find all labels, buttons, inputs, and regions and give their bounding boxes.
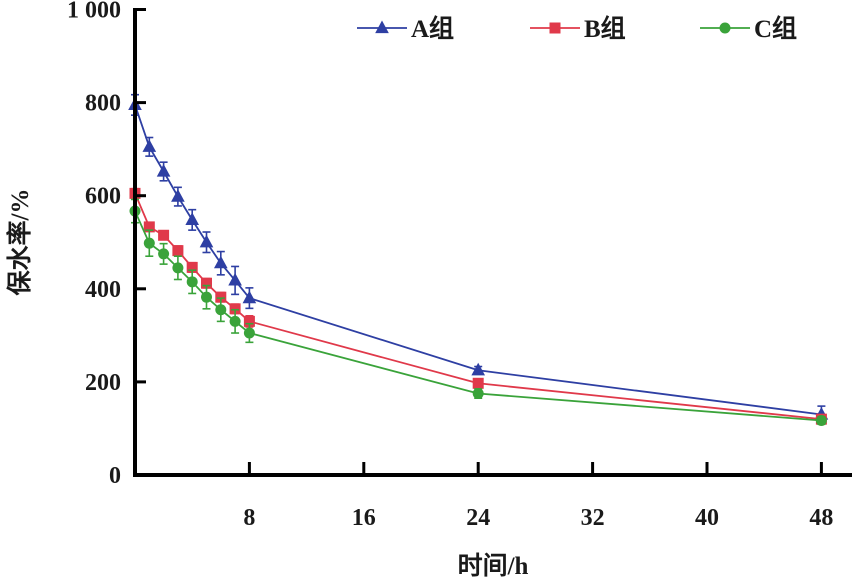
data-point [549, 22, 561, 34]
data-point [143, 237, 155, 249]
data-point [228, 272, 242, 286]
data-point [719, 22, 731, 34]
data-point [375, 20, 389, 34]
series-layer [128, 93, 829, 427]
series-triangle [128, 93, 829, 424]
data-point [472, 377, 484, 389]
data-point [156, 163, 171, 177]
data-point [815, 415, 827, 427]
y-tick-label: 1 000 [67, 0, 121, 24]
data-point [201, 291, 212, 303]
data-point [185, 212, 200, 225]
x-tick-label: 32 [581, 505, 605, 531]
x-tick-label: 48 [809, 505, 833, 531]
data-point [229, 303, 241, 315]
y-tick-label: 600 [85, 184, 121, 210]
legend-item: A组 [357, 15, 454, 43]
data-point [215, 291, 227, 303]
data-point [172, 245, 184, 257]
data-point [171, 189, 185, 202]
data-point [143, 221, 155, 233]
x-tick-label: 40 [695, 505, 719, 531]
ticks-layer: 0 200 400 600 800 1 000 8 16 24 32 40 48 [67, 0, 833, 531]
data-point [472, 388, 484, 400]
x-tick-label: 24 [466, 505, 490, 531]
x-axis-title: 时间/h [458, 552, 529, 580]
series-circle [129, 198, 827, 427]
data-point [199, 234, 214, 248]
legend-label: C组 [754, 15, 797, 43]
y-tick-label: 400 [85, 277, 121, 303]
data-point [142, 139, 157, 152]
data-point [213, 255, 228, 269]
data-point [243, 315, 255, 327]
x-tick-label: 8 [243, 505, 255, 531]
data-point [201, 277, 212, 289]
y-tick-label: 200 [85, 370, 121, 396]
data-point [186, 261, 198, 273]
data-point [215, 304, 227, 316]
x-tick-label: 16 [352, 505, 376, 531]
y-tick-label: 800 [85, 91, 121, 117]
y-axis-title: 保水率/% [5, 189, 34, 297]
legend: A组 B组 C组 [357, 15, 797, 43]
y-tick-label: 0 [109, 463, 121, 489]
data-point [242, 290, 257, 304]
data-point [471, 362, 486, 376]
data-point [186, 276, 198, 288]
legend-label: A组 [411, 15, 454, 43]
data-point [243, 327, 255, 339]
legend-item: B组 [530, 15, 626, 43]
legend-item: C组 [700, 15, 797, 43]
data-point [158, 229, 170, 241]
data-point [158, 248, 170, 260]
axes-layer [133, 8, 852, 477]
data-point [229, 315, 241, 327]
legend-label: B组 [584, 15, 626, 43]
data-point [172, 262, 184, 274]
